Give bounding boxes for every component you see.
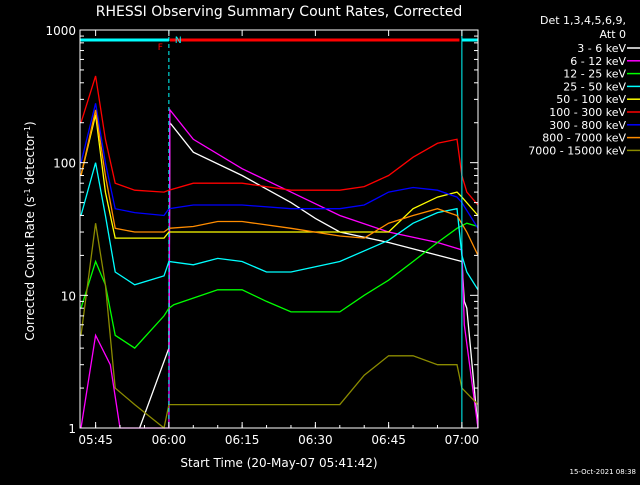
x-axis-label: Start Time (20-May-07 05:41:42) — [180, 456, 377, 470]
y-tick-label-2: 100 — [53, 157, 76, 171]
legend-entry-0: 3 - 6 keV — [577, 42, 626, 55]
timestamp: 15-Oct-2021 08:38 — [570, 468, 636, 476]
legend-entry-1: 6 - 12 keV — [570, 55, 626, 68]
series-line-2 — [80, 222, 479, 349]
series-line-1 — [80, 108, 479, 429]
flag-label-n: N — [175, 36, 182, 46]
flag-label-f: F — [158, 43, 163, 53]
x-tick-label-5: 07:00 — [445, 433, 480, 447]
series-line-5 — [80, 75, 479, 206]
legend-header-line-2: Att 0 — [600, 28, 626, 41]
chart-title: RHESSI Observing Summary Count Rates, Co… — [96, 4, 462, 20]
legend-entry-8: 7000 - 15000 keV — [528, 144, 626, 157]
legend-entry-5: 100 - 300 keV — [549, 106, 626, 119]
x-tick-label-4: 06:45 — [371, 433, 406, 447]
series-line-7 — [80, 109, 479, 256]
series-line-3 — [80, 162, 479, 291]
legend-entry-2: 12 - 25 keV — [563, 68, 626, 81]
axes: 05:45 06:00 06:15 06:30 06:45 07:00 1 10 100 1000 — [45, 24, 479, 447]
plot-area: FN — [80, 30, 479, 430]
legend-entry-6: 300 - 800 keV — [549, 119, 626, 132]
legend-entry-4: 50 - 100 keV — [556, 93, 626, 106]
legend-entry-3: 25 - 50 keV — [563, 80, 626, 93]
series-line-4 — [80, 114, 479, 239]
plot-frame — [79, 29, 479, 429]
legend-entry-7: 800 - 7000 keV — [542, 132, 626, 145]
x-tick-label-1: 06:00 — [152, 433, 187, 447]
x-tick-label-2: 06:15 — [225, 433, 260, 447]
y-tick-label-0: 1 — [68, 422, 76, 436]
y-tick-label-3: 1000 — [45, 24, 76, 38]
y-axis-label: Corrected Count Rate (s-1 detector-1) — [23, 121, 37, 340]
y-tick-label-1: 10 — [61, 289, 76, 303]
series-line-8 — [80, 223, 479, 430]
x-tick-label-0: 05:45 — [78, 433, 113, 447]
x-tick-label-3: 06:30 — [298, 433, 333, 447]
series-line-6 — [80, 103, 479, 229]
legend-header-line-1: Det 1,3,4,5,6,9, — [540, 14, 626, 27]
